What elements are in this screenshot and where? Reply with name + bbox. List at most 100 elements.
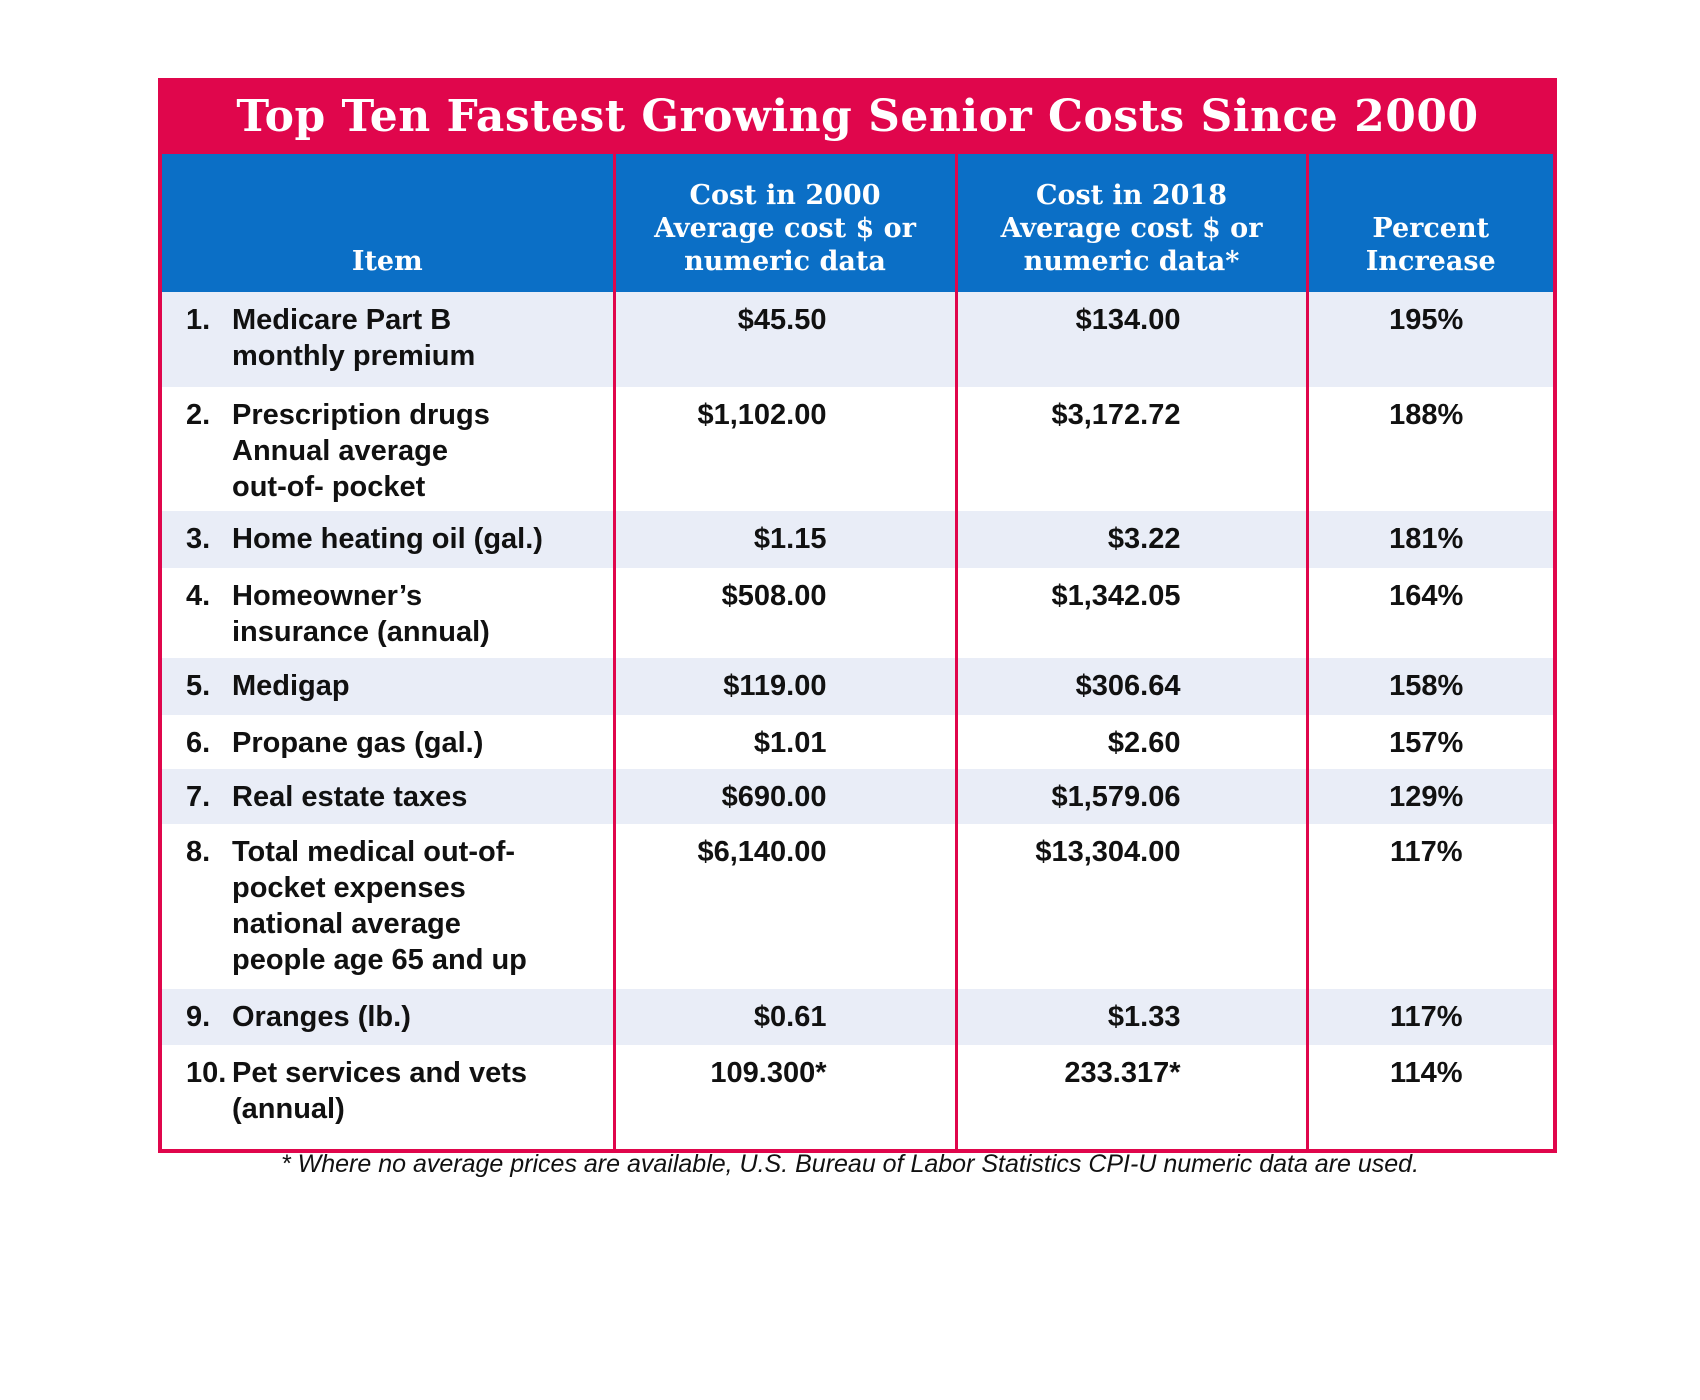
item-line: insurance (annual) <box>232 616 490 648</box>
cost-table: Item Cost in 2000 Average cost $ or numeric… <box>162 154 1553 1149</box>
item-cell: 7. Real estate taxes <box>162 769 614 824</box>
item-line: out-of- pocket <box>232 471 426 503</box>
item-line: Homeowner’s <box>232 580 423 612</box>
item-cell: 2. Prescription drugs Annual average out-of… <box>162 387 614 511</box>
item-number: 5. <box>186 670 211 702</box>
cost-2018: $13,304.00 <box>954 824 1307 989</box>
header-line: Cost in 2000 <box>689 180 881 211</box>
item-number: 8. <box>186 836 211 868</box>
item-cell: 6. Propane gas (gal.) <box>162 715 614 769</box>
cost-2018: $2.60 <box>954 715 1307 769</box>
item-line: Pet services and vets <box>232 1057 528 1089</box>
item-cell: 1. Medicare Part B monthly premium <box>162 292 614 387</box>
percent-increase: 117% <box>1305 824 1553 989</box>
column-header: Cost in 2000 Average cost $ or numeric dat… <box>612 154 956 292</box>
item-line: pocket expenses <box>232 872 466 904</box>
column-header: Cost in 2018 Average cost $ or numeric dat… <box>954 154 1307 292</box>
item-line: (annual) <box>232 1093 345 1125</box>
item-cell: 3. Home heating oil (gal.) <box>162 511 614 568</box>
item-line: Medicare Part B <box>232 304 452 336</box>
cost-2000: $6,140.00 <box>612 824 956 989</box>
table-frame: Top Ten Fastest Growing Senior Costs Sin… <box>158 78 1557 1153</box>
cost-2018: 233.317* <box>954 1045 1307 1149</box>
table-row: 4. Homeowner’s insurance (annual) $508.00 $1… <box>162 568 1553 658</box>
table-row: 2. Prescription drugs Annual average out-of… <box>162 387 1553 511</box>
item-line: Propane gas (gal.) <box>232 727 484 759</box>
cost-2018: $3.22 <box>954 511 1307 568</box>
header-line: Item <box>351 246 423 277</box>
item-cell: 10. Pet services and vets (annual) <box>162 1045 614 1149</box>
item-line: Oranges (lb.) <box>232 1001 411 1033</box>
item-cell: 5. Medigap <box>162 658 614 715</box>
cost-2018: $1,579.06 <box>954 769 1307 824</box>
item-number: 7. <box>186 781 211 813</box>
cost-2000: $45.50 <box>612 292 956 387</box>
cost-2018: $3,172.72 <box>954 387 1307 511</box>
item-number: 9. <box>186 1001 211 1033</box>
item-number: 4. <box>186 580 211 612</box>
cost-2000: 109.300* <box>612 1045 956 1149</box>
column-header: Percent Increase <box>1305 154 1553 292</box>
cost-2000: $508.00 <box>612 568 956 658</box>
item-text: Home heating oil (gal.) <box>232 521 543 557</box>
footnote: * Where no average prices are available,… <box>280 1150 1420 1178</box>
item-line: Medigap <box>232 670 350 702</box>
percent-increase: 158% <box>1305 658 1553 715</box>
percent-increase: 164% <box>1305 568 1553 658</box>
item-cell: 8. Total medical out-of-pocket expenses na… <box>162 824 614 989</box>
item-line: Home heating oil (gal.) <box>232 523 543 555</box>
table-row: 7. Real estate taxes $690.00 $1,579.06 129% <box>162 769 1553 824</box>
column-header: Item <box>162 154 614 292</box>
item-text: Medigap <box>232 668 350 704</box>
item-text: Homeowner’s insurance (annual) <box>232 578 490 650</box>
cost-2018: $306.64 <box>954 658 1307 715</box>
cost-2018: $134.00 <box>954 292 1307 387</box>
item-text: Prescription drugs Annual average out-of- … <box>232 397 490 505</box>
item-text: Pet services and vets (annual) <box>232 1055 527 1127</box>
item-text: Oranges (lb.) <box>232 999 411 1035</box>
item-line: Annual average <box>232 435 448 467</box>
item-number: 10. <box>186 1057 227 1089</box>
item-line: Real estate taxes <box>232 781 468 813</box>
percent-increase: 157% <box>1305 715 1553 769</box>
item-line: Prescription drugs <box>232 399 490 431</box>
item-text: Propane gas (gal.) <box>232 725 483 761</box>
percent-increase: 181% <box>1305 511 1553 568</box>
table-row: 5. Medigap $119.00 $306.64 158% <box>162 658 1553 715</box>
item-cell: 9. Oranges (lb.) <box>162 989 614 1045</box>
header-line: Average cost $ or <box>1000 213 1263 244</box>
header-line: Cost in 2018 <box>1035 180 1227 211</box>
cost-2000: $119.00 <box>612 658 956 715</box>
percent-increase: 188% <box>1305 387 1553 511</box>
item-line: Total medical out-of- <box>232 836 516 868</box>
item-number: 3. <box>186 523 211 555</box>
item-text: Medicare Part B monthly premium <box>232 302 475 374</box>
table-row: 3. Home heating oil (gal.) $1.15 $3.22 181% <box>162 511 1553 568</box>
item-number: 2. <box>186 399 211 431</box>
table-row: 6. Propane gas (gal.) $1.01 $2.60 157% <box>162 715 1553 769</box>
item-cell: 4. Homeowner’s insurance (annual) <box>162 568 614 658</box>
item-line: monthly premium <box>232 340 476 372</box>
cost-2000: $1.01 <box>612 715 956 769</box>
header-row: Item Cost in 2000 Average cost $ or numeric… <box>162 154 1553 292</box>
item-line: people age 65 and up <box>232 944 527 976</box>
percent-increase: 117% <box>1305 989 1553 1045</box>
table-row: 8. Total medical out-of-pocket expenses na… <box>162 824 1553 989</box>
percent-increase: 114% <box>1305 1045 1553 1149</box>
table-row: 10. Pet services and vets (annual) 109.300*… <box>162 1045 1553 1149</box>
percent-increase: 195% <box>1305 292 1553 387</box>
header-line: numeric data* <box>1023 246 1240 277</box>
cost-2018: $1.33 <box>954 989 1307 1045</box>
percent-increase: 129% <box>1305 769 1553 824</box>
header-line: Average cost $ or <box>654 213 916 244</box>
cost-2000: $0.61 <box>612 989 956 1045</box>
cost-2000: $1,102.00 <box>612 387 956 511</box>
header-line: numeric data <box>684 246 886 277</box>
header-line: Percent <box>1372 213 1490 244</box>
cost-2000: $690.00 <box>612 769 956 824</box>
table-title: Top Ten Fastest Growing Senior Costs Sin… <box>162 82 1553 154</box>
item-line: national average <box>232 908 461 940</box>
table-row: 9. Oranges (lb.) $0.61 $1.33 117% <box>162 989 1553 1045</box>
item-number: 6. <box>186 727 211 759</box>
